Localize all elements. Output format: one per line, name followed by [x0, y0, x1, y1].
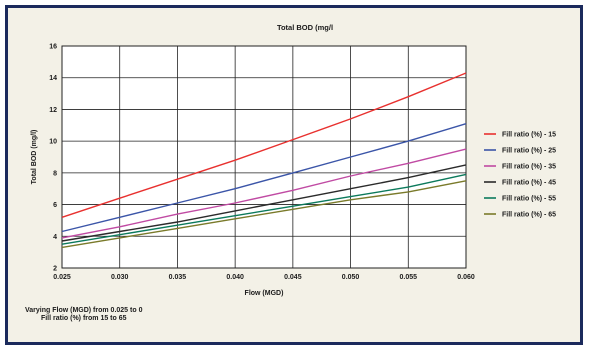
y-tick-label: 4: [53, 234, 57, 241]
legend-entry: Fill ratio (%) - 25: [484, 148, 556, 155]
legend-entry: Fill ratio (%) - 45: [484, 180, 556, 187]
footnote: Varying Flow (MGD) from 0.025 to 0 Fill …: [25, 307, 142, 323]
legend-label: Fill ratio (%) - 35: [502, 164, 556, 171]
y-tick-label: 16: [49, 44, 57, 51]
x-axis-label: Flow (MGD): [245, 290, 284, 297]
legend-entry: Fill ratio (%) - 15: [484, 132, 556, 139]
series-lines: [61, 72, 467, 249]
series-line: [61, 72, 467, 218]
legend: Fill ratio (%) - 15 Fill ratio (%) - 25 Fi…: [484, 132, 556, 219]
x-tick-label: 0.055: [400, 274, 418, 281]
x-tick-label: 0.025: [53, 274, 71, 281]
x-tick-label: 0.045: [284, 274, 302, 281]
legend-label: Fill ratio (%) - 55: [502, 196, 556, 203]
legend-entry: Fill ratio (%) - 35: [484, 164, 556, 171]
series-line: [61, 148, 467, 239]
y-tick-label: 14: [49, 75, 57, 82]
y-tick-label: 12: [49, 107, 57, 114]
x-tick-label: 0.035: [169, 274, 187, 281]
legend-label: Fill ratio (%) - 15: [502, 132, 556, 139]
y-tick-labels: 2 4 6 8 10 12 14 16: [49, 44, 57, 273]
x-tick-label: 0.040: [226, 274, 244, 281]
y-tick-label: 10: [49, 139, 57, 146]
legend-label: Fill ratio (%) - 45: [502, 180, 556, 187]
series-line: [61, 173, 467, 245]
series-line: [61, 123, 467, 233]
x-tick-label: 0.050: [342, 274, 360, 281]
footnote-line-1: Varying Flow (MGD) from 0.025 to 0: [25, 307, 143, 314]
y-tick-label: 6: [53, 202, 57, 209]
y-axis-label: Total BOD (mg/l): [31, 130, 38, 185]
legend-label: Fill ratio (%) - 25: [502, 148, 556, 155]
grid-lines: [61, 45, 467, 269]
x-tick-label: 0.030: [111, 274, 129, 281]
plot-area: [61, 45, 467, 269]
legend-entry: Fill ratio (%) - 65: [484, 212, 556, 219]
x-tick-labels: 0.025 0.030 0.035 0.040 0.045 0.050 0.055 0.060: [53, 274, 475, 281]
y-tick-label: 8: [53, 170, 57, 177]
series-line: [61, 180, 467, 249]
chart-title: Total BOD (mg/l: [277, 23, 333, 32]
footnote-line-2: Fill ratio (%) from 15 to 65: [40, 315, 127, 322]
series-line: [61, 164, 467, 242]
legend-label: Fill ratio (%) - 65: [502, 212, 556, 219]
x-tick-label: 0.060: [457, 274, 475, 281]
y-tick-label: 2: [53, 266, 57, 273]
legend-entry: Fill ratio (%) - 55: [484, 196, 556, 203]
